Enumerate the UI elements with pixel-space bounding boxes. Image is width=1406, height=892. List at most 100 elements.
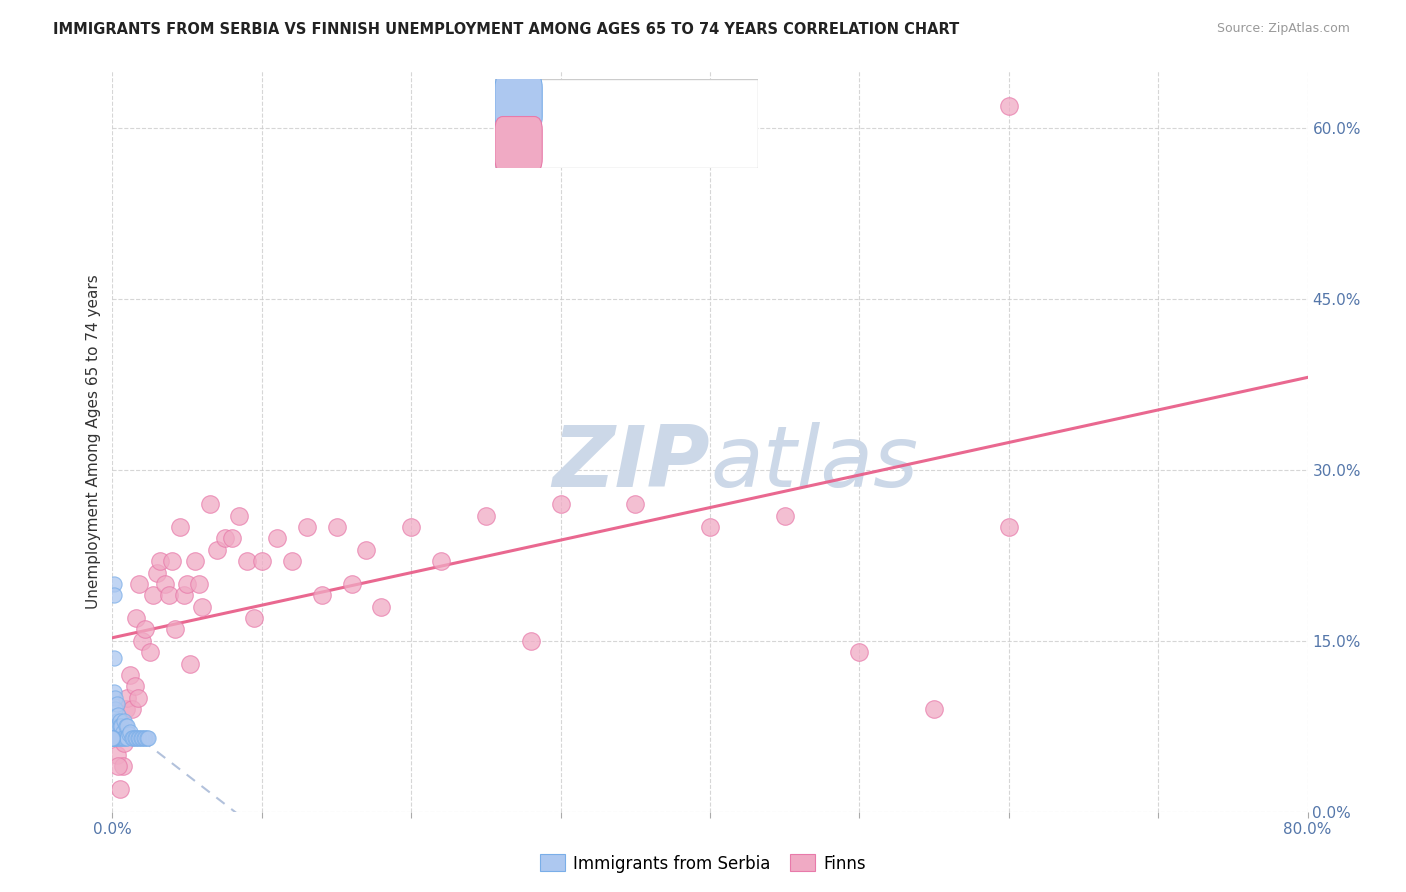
Point: [107, 759, 129, 773]
Point: [101, 731, 124, 745]
Point: [221, 532, 243, 546]
Point: [108, 719, 131, 733]
Point: [111, 759, 134, 773]
Point: [114, 736, 135, 750]
Point: [103, 685, 125, 699]
Point: [188, 577, 211, 591]
Point: [179, 657, 201, 671]
Point: [173, 588, 195, 602]
Point: [105, 747, 128, 762]
Point: [138, 731, 160, 745]
Point: [624, 497, 647, 511]
Text: Source: ZipAtlas.com: Source: ZipAtlas.com: [1216, 22, 1350, 36]
Point: [120, 668, 142, 682]
Point: [236, 554, 259, 568]
Point: [105, 725, 128, 739]
Point: [115, 719, 138, 733]
Point: [108, 731, 131, 745]
Point: [183, 554, 205, 568]
Text: ZIP: ZIP: [553, 422, 710, 505]
Point: [266, 532, 288, 546]
Point: [107, 707, 129, 722]
Point: [124, 680, 146, 694]
Point: [128, 731, 150, 745]
Point: [101, 731, 124, 745]
Point: [111, 731, 134, 745]
Point: [111, 725, 134, 739]
Point: [117, 731, 139, 745]
Point: [127, 690, 149, 705]
Point: [108, 714, 131, 728]
Point: [101, 731, 124, 745]
Point: [104, 725, 127, 739]
Point: [101, 731, 124, 745]
Point: [107, 719, 129, 733]
Point: [107, 731, 129, 745]
Point: [243, 611, 266, 625]
Point: [110, 719, 132, 733]
Point: [104, 702, 127, 716]
Point: [125, 611, 148, 625]
Point: [114, 714, 135, 728]
Point: [165, 623, 187, 637]
Point: [104, 719, 127, 733]
Point: [135, 731, 157, 745]
Point: [101, 731, 124, 745]
Point: [370, 599, 392, 614]
Point: [104, 731, 127, 745]
Point: [699, 520, 721, 534]
Point: [162, 554, 183, 568]
Legend: Immigrants from Serbia, Finns: Immigrants from Serbia, Finns: [533, 847, 873, 880]
Point: [153, 577, 176, 591]
Point: [101, 731, 124, 745]
Point: [176, 577, 198, 591]
Text: IMMIGRANTS FROM SERBIA VS FINNISH UNEMPLOYMENT AMONG AGES 65 TO 74 YEARS CORRELA: IMMIGRANTS FROM SERBIA VS FINNISH UNEMPL…: [53, 22, 960, 37]
Point: [132, 731, 155, 745]
Point: [191, 599, 214, 614]
Point: [142, 588, 165, 602]
Point: [117, 690, 139, 705]
Point: [124, 731, 146, 745]
Point: [311, 588, 333, 602]
Point: [115, 702, 138, 716]
Point: [125, 731, 148, 745]
Point: [848, 645, 870, 659]
Point: [104, 725, 127, 739]
Point: [128, 577, 150, 591]
Point: [122, 731, 145, 745]
Point: [998, 520, 1021, 534]
Point: [120, 725, 142, 739]
Point: [169, 520, 191, 534]
Point: [115, 731, 138, 745]
Point: [430, 554, 453, 568]
Point: [110, 731, 132, 745]
Point: [131, 731, 153, 745]
Point: [281, 554, 304, 568]
Point: [101, 731, 124, 745]
Y-axis label: Unemployment Among Ages 65 to 74 years: Unemployment Among Ages 65 to 74 years: [86, 274, 101, 609]
Point: [103, 588, 125, 602]
Point: [295, 520, 318, 534]
Point: [157, 588, 180, 602]
Point: [103, 725, 125, 739]
Point: [250, 554, 273, 568]
Point: [205, 542, 228, 557]
Point: [139, 645, 162, 659]
Point: [129, 731, 152, 745]
Text: atlas: atlas: [710, 422, 918, 505]
Point: [103, 731, 125, 745]
Point: [105, 731, 128, 745]
Point: [134, 623, 156, 637]
Point: [104, 690, 127, 705]
Point: [103, 577, 125, 591]
Point: [149, 554, 172, 568]
Point: [101, 731, 124, 745]
Point: [108, 781, 131, 796]
Point: [105, 697, 128, 711]
Point: [131, 633, 153, 648]
Point: [356, 542, 378, 557]
Point: [146, 566, 169, 580]
Point: [103, 651, 125, 665]
Point: [401, 520, 423, 534]
Point: [922, 702, 945, 716]
